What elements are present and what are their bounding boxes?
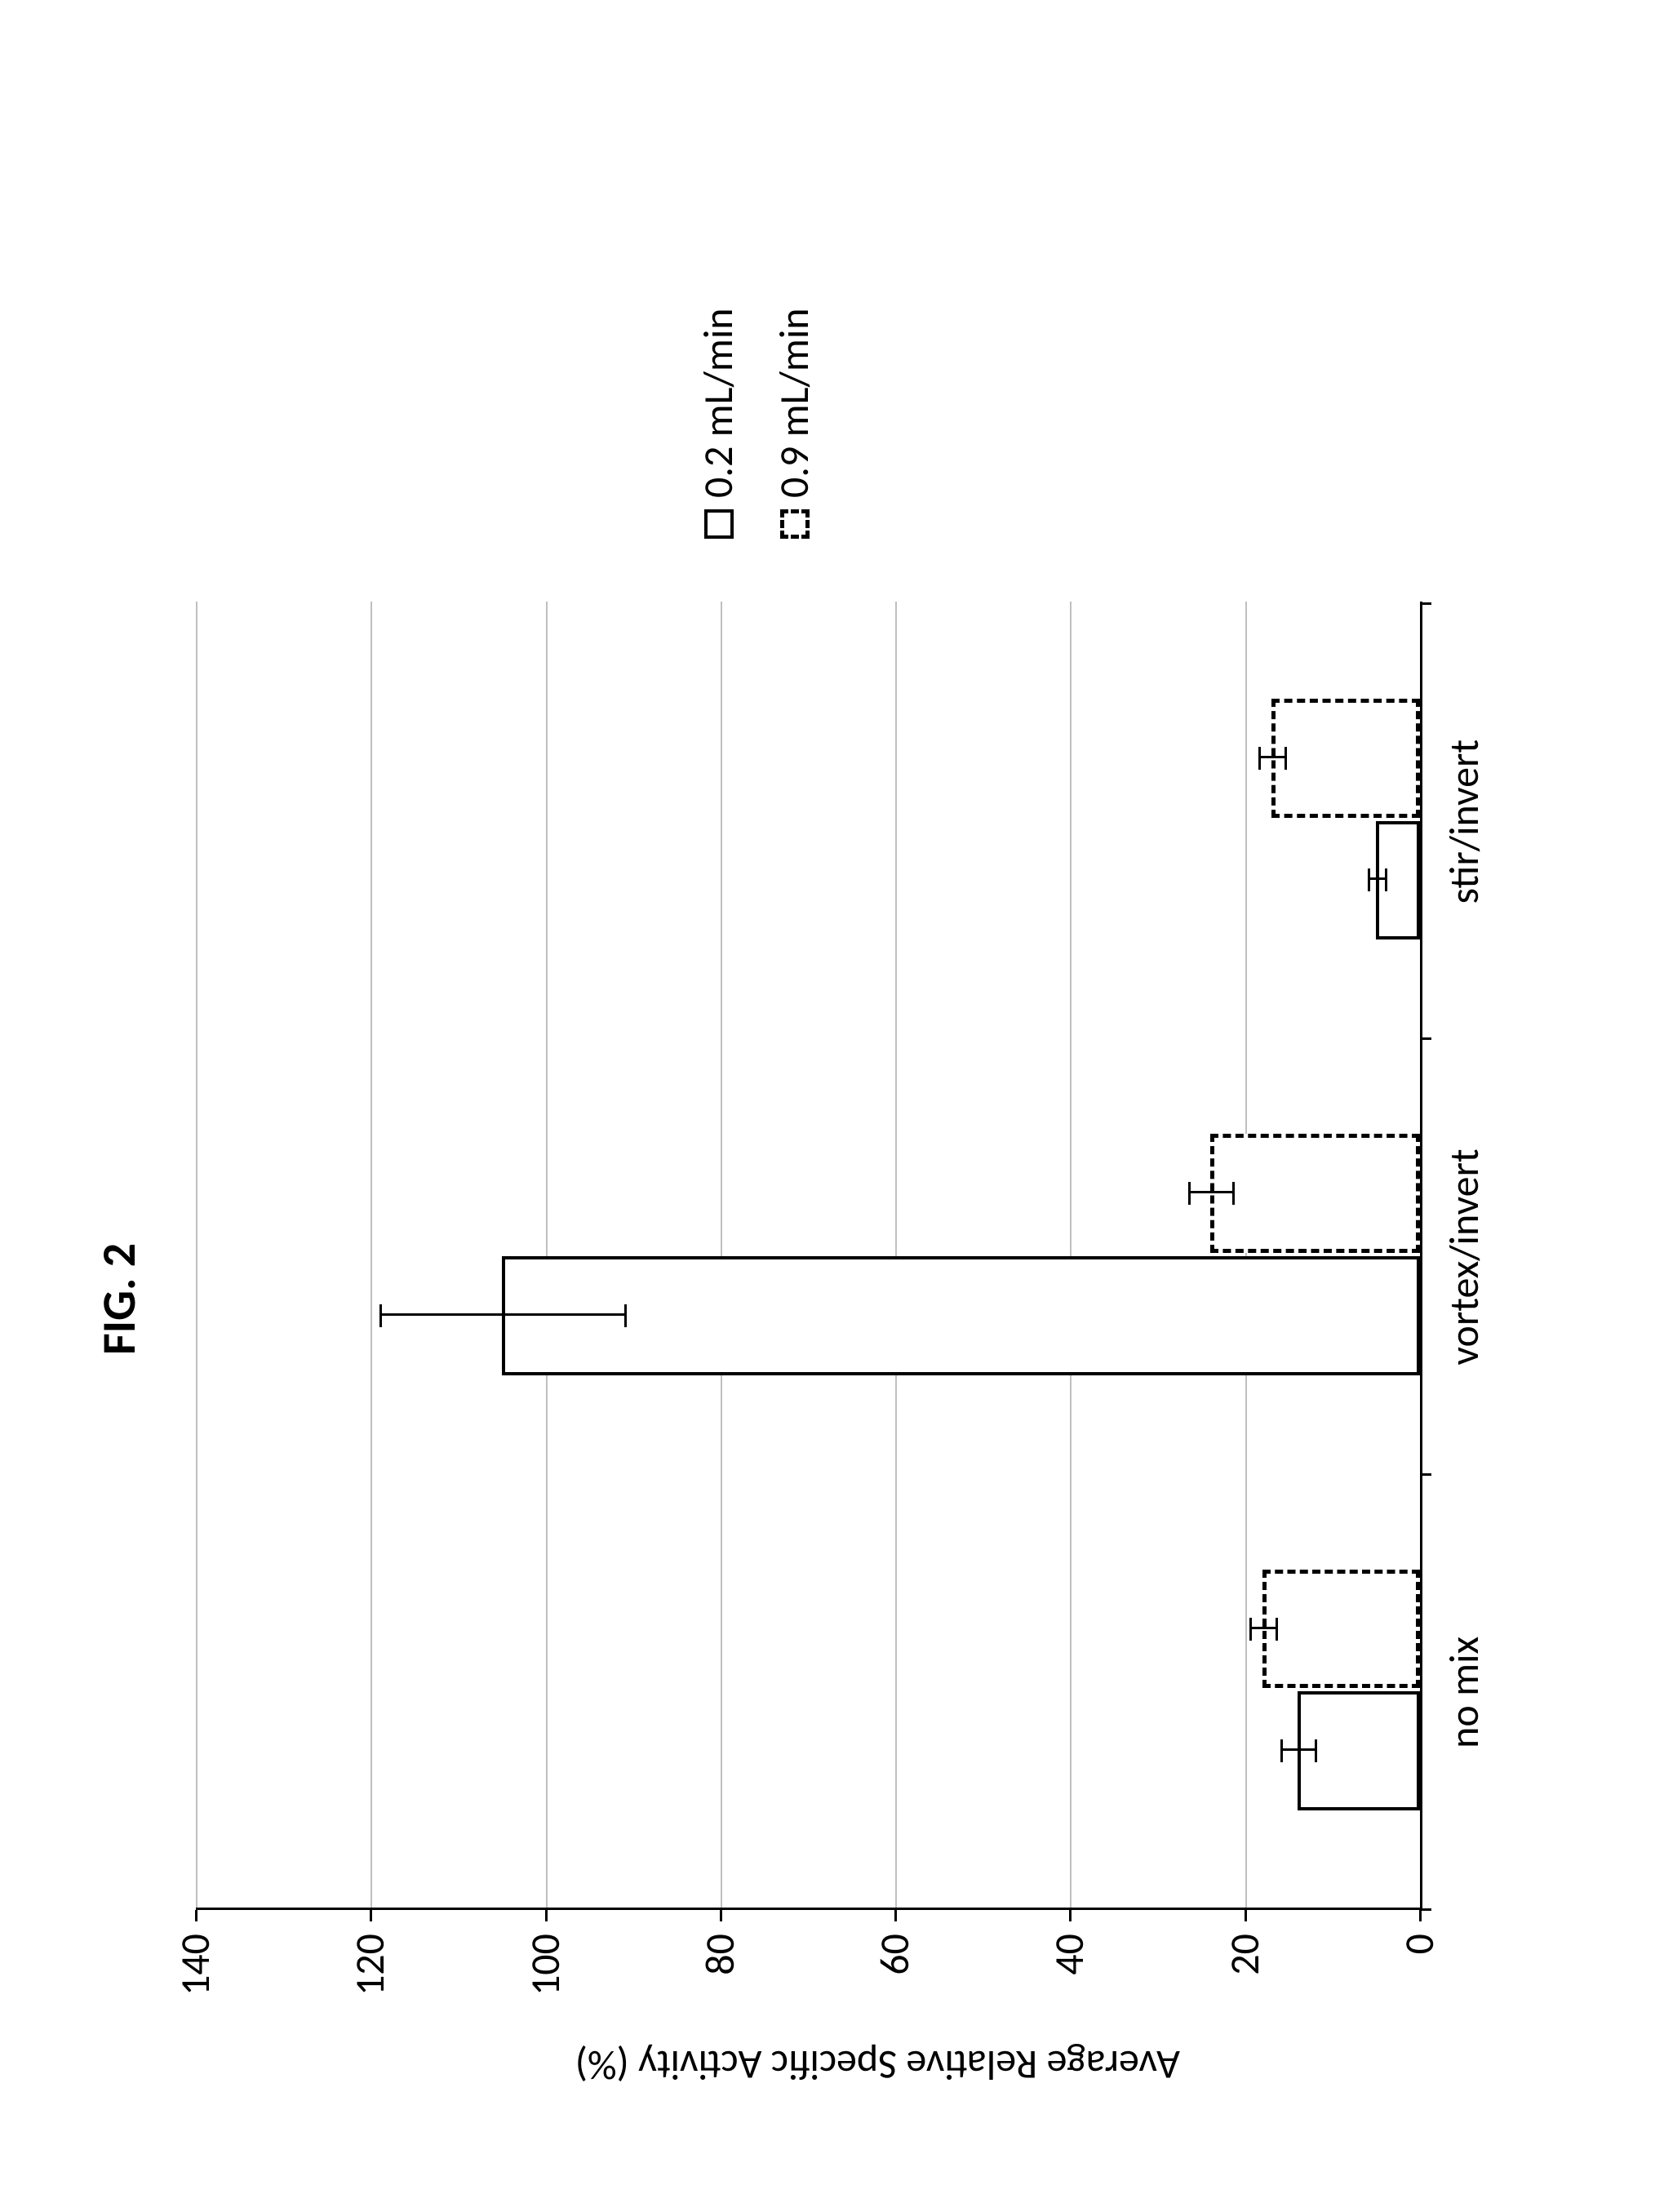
x-tick-mark	[1420, 602, 1431, 605]
y-tick-mark	[195, 1910, 197, 1921]
y-tick-label: 140	[171, 1934, 220, 2028]
y-tick-label: 20	[1220, 1934, 1270, 2028]
error-cap	[1232, 1182, 1235, 1205]
category-label: stir/invert	[1440, 604, 1489, 1039]
legend: 0.2 mL/min 0.9 mL/min	[694, 308, 819, 539]
y-tick-mark	[720, 1910, 722, 1921]
error-cap	[379, 1304, 382, 1327]
bar	[1376, 821, 1420, 940]
bar	[1210, 1134, 1420, 1253]
error-cap	[1385, 868, 1387, 891]
error-bar	[1249, 1627, 1276, 1629]
error-cap	[1368, 868, 1370, 891]
gridline	[370, 602, 372, 1908]
x-tick-mark	[1420, 1908, 1431, 1911]
legend-swatch	[780, 509, 810, 539]
bar	[502, 1256, 1420, 1375]
y-tick-label: 0	[1395, 1934, 1444, 2028]
y-tick-mark	[370, 1910, 372, 1921]
plot-area	[196, 602, 1422, 1910]
gridline	[546, 602, 548, 1908]
y-tick-mark	[1245, 1910, 1247, 1921]
y-tick-mark	[1069, 1910, 1072, 1921]
chart-title: FIG. 2	[90, 1243, 148, 1355]
error-bar	[379, 1313, 624, 1316]
y-tick-label: 120	[345, 1934, 395, 2028]
category-label: no mix	[1440, 1475, 1489, 1910]
y-tick-label: 60	[870, 1934, 920, 2028]
y-tick-mark	[894, 1910, 897, 1921]
x-tick-mark	[1420, 1037, 1431, 1040]
error-cap	[624, 1304, 627, 1327]
y-axis-label: Average Relative Specific Activity (%)	[575, 2040, 1180, 2090]
category-label: vortex/invert	[1440, 1039, 1489, 1474]
y-tick-label: 40	[1045, 1934, 1094, 2028]
error-cap	[1276, 1618, 1278, 1641]
error-bar	[1188, 1191, 1232, 1193]
error-cap	[1280, 1739, 1283, 1762]
gridline	[1070, 602, 1072, 1908]
error-bar	[1258, 756, 1285, 758]
legend-item: 0.2 mL/min	[694, 308, 743, 539]
error-cap	[1188, 1182, 1191, 1205]
bar	[1271, 699, 1420, 818]
y-tick-label: 100	[521, 1934, 570, 2028]
legend-swatch	[704, 509, 734, 539]
gridline	[895, 602, 897, 1908]
legend-label: 0.2 mL/min	[694, 308, 743, 498]
y-tick-label: 80	[695, 1934, 745, 2028]
error-cap	[1315, 1739, 1317, 1762]
error-cap	[1258, 747, 1261, 770]
error-bar	[1280, 1748, 1316, 1751]
x-tick-mark	[1420, 1473, 1431, 1476]
y-tick-mark	[545, 1910, 548, 1921]
legend-item: 0.9 mL/min	[770, 308, 819, 539]
error-bar	[1368, 877, 1385, 880]
error-cap	[1249, 1618, 1252, 1641]
gridline	[721, 602, 722, 1908]
gridline	[196, 602, 197, 1908]
bar	[1262, 1570, 1420, 1689]
y-tick-mark	[1419, 1910, 1422, 1921]
legend-label: 0.9 mL/min	[770, 308, 819, 498]
error-cap	[1285, 747, 1287, 770]
gridline	[1245, 602, 1247, 1908]
